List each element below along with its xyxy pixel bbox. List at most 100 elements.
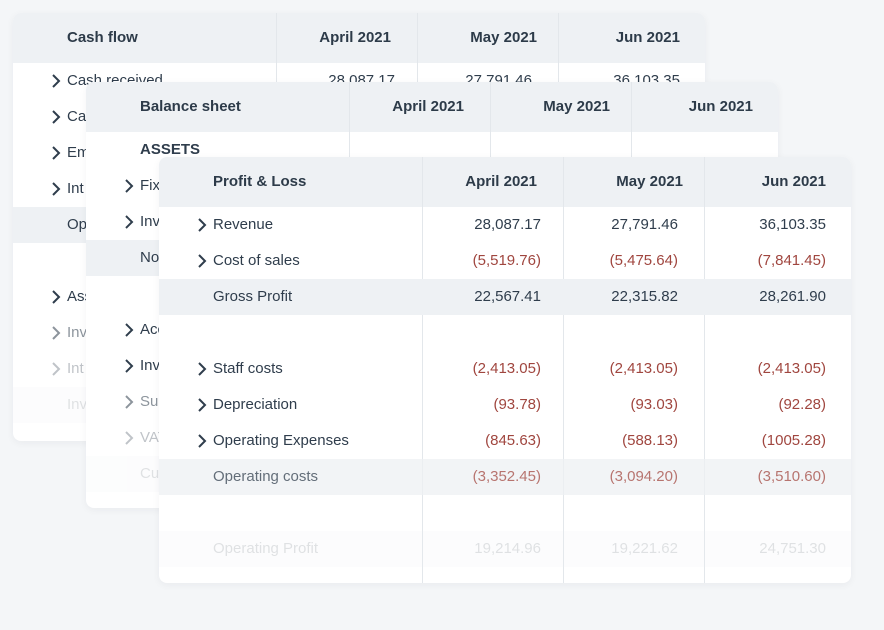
chevron-right-icon[interactable] — [122, 420, 136, 456]
cell-april: 19,214.96 — [474, 540, 541, 557]
chevron-right-icon[interactable] — [122, 204, 136, 240]
column-divider — [704, 157, 705, 583]
table-row[interactable]: Em — [13, 135, 705, 171]
profit-loss-header: Profit & Loss April 2021 May 2021 Jun 20… — [159, 157, 851, 207]
chevron-right-icon[interactable] — [195, 387, 209, 423]
row-label: Int — [67, 360, 84, 377]
row-label: Em — [67, 144, 90, 161]
row-label: Cost of sales — [213, 252, 300, 269]
table-row-operating-expenses[interactable]: Operating Expenses (845.63) (588.13) (10… — [159, 423, 851, 459]
cash-flow-header: Cash flow April 2021 May 2021 Jun 2021 — [13, 13, 705, 63]
row-label: Revenue — [213, 216, 274, 233]
cell-may: 27,791.46 — [611, 216, 678, 233]
cell-may: (2,413.05) — [609, 360, 678, 377]
chevron-right-icon[interactable] — [49, 171, 63, 207]
row-label: Acc — [140, 321, 166, 338]
row-label: Sur — [140, 393, 164, 410]
table-row[interactable]: Inv — [86, 204, 778, 240]
table-row-cost-of-sales[interactable]: Cost of sales (5,519.76) (5,475.64) (7,8… — [159, 243, 851, 279]
row-label: Int — [67, 180, 84, 197]
col-header-april: April 2021 — [465, 173, 537, 190]
chevron-right-icon[interactable] — [122, 312, 136, 348]
row-label: Operating Expenses — [213, 432, 349, 449]
table-row[interactable]: Int — [13, 171, 705, 207]
cell-may: (3,094.20) — [609, 468, 678, 485]
table-row-depreciation[interactable]: Depreciation (93.78) (93.03) (92.28) — [159, 387, 851, 423]
row-label: Gross Profit — [213, 288, 293, 305]
cell-jun: (1005.28) — [761, 432, 826, 449]
table-row: ASSETS — [86, 132, 778, 168]
col-header-jun: Jun 2021 — [761, 173, 826, 190]
col-header-may: May 2021 — [543, 98, 610, 115]
row-label: Inv — [67, 396, 88, 413]
row-label: Inv — [140, 213, 161, 230]
table-row-staff-costs[interactable]: Staff costs (2,413.05) (2,413.05) (2,413… — [159, 351, 851, 387]
cell-jun: (2,413.05) — [757, 360, 826, 377]
col-header-may: May 2021 — [470, 29, 537, 46]
chevron-right-icon[interactable] — [49, 135, 63, 171]
row-label: Inv — [140, 357, 161, 374]
table-row-operating-profit: Operating Profit 19,214.96 19,221.62 24,… — [159, 531, 851, 567]
cell-april: 28,087.17 — [474, 216, 541, 233]
chevron-right-icon[interactable] — [49, 99, 63, 135]
cell-may: (5,475.64) — [609, 252, 678, 269]
row-label: Fix — [140, 177, 160, 194]
row-label: Op — [67, 216, 88, 233]
table-row-revenue[interactable]: Revenue 28,087.17 27,791.46 36,103.35 — [159, 207, 851, 243]
table-row-operating-costs: Operating costs (3,352.45) (3,094.20) (3… — [159, 459, 851, 495]
chevron-right-icon[interactable] — [195, 351, 209, 387]
chevron-right-icon[interactable] — [49, 351, 63, 387]
cell-may: 19,221.62 — [611, 540, 678, 557]
column-divider — [422, 157, 423, 583]
cell-jun: 36,103.35 — [759, 216, 826, 233]
column-divider — [563, 157, 564, 583]
section-label-assets: ASSETS — [140, 141, 201, 158]
chevron-right-icon[interactable] — [122, 384, 136, 420]
cell-april: (3,352.45) — [472, 468, 541, 485]
cell-jun: (3,510.60) — [757, 468, 826, 485]
col-header-april: April 2021 — [319, 29, 391, 46]
chevron-right-icon[interactable] — [122, 348, 136, 384]
cell-may: (93.03) — [630, 396, 678, 413]
row-label: No — [140, 249, 160, 266]
cell-april: (845.63) — [485, 432, 541, 449]
row-label: Cu — [140, 465, 160, 482]
table-row[interactable]: Int — [13, 351, 705, 387]
cell-april: 22,567.41 — [474, 288, 541, 305]
profit-loss-card: Profit & Loss April 2021 May 2021 Jun 20… — [159, 157, 851, 583]
row-label: Depreciation — [213, 396, 298, 413]
table-row[interactable]: Inv — [13, 315, 705, 351]
cell-april: (2,413.05) — [472, 360, 541, 377]
row-label: Ca — [67, 108, 87, 125]
cell-jun: 24,751.30 — [759, 540, 826, 557]
cash-flow-title: Cash flow — [67, 29, 138, 46]
chevron-right-icon[interactable] — [195, 423, 209, 459]
chevron-right-icon[interactable] — [49, 63, 63, 99]
balance-sheet-title: Balance sheet — [140, 98, 241, 115]
table-row[interactable]: Sur — [86, 384, 778, 420]
table-row-gross-profit: Gross Profit 22,567.41 22,315.82 28,261.… — [159, 279, 851, 315]
table-row[interactable]: Fix — [86, 168, 778, 204]
chevron-right-icon[interactable] — [122, 168, 136, 204]
row-label: Operating costs — [213, 468, 319, 485]
chevron-right-icon[interactable] — [195, 243, 209, 279]
table-row[interactable]: Inv — [86, 348, 778, 384]
row-label: Staff costs — [213, 360, 283, 377]
col-header-may: May 2021 — [616, 173, 683, 190]
chevron-right-icon[interactable] — [49, 315, 63, 351]
cell-may: 22,315.82 — [611, 288, 678, 305]
cell-april: (93.78) — [493, 396, 541, 413]
col-header-jun: Jun 2021 — [688, 98, 753, 115]
row-label: Ass — [67, 288, 93, 305]
table-row[interactable]: Acc — [86, 312, 778, 348]
row-label: Operating Profit — [213, 540, 319, 557]
cell-jun: (7,841.45) — [757, 252, 826, 269]
table-row[interactable]: Ass — [13, 279, 705, 315]
cell-jun: 28,261.90 — [759, 288, 826, 305]
cell-april: (5,519.76) — [472, 252, 541, 269]
chevron-right-icon[interactable] — [195, 207, 209, 243]
table-row[interactable]: Ca — [13, 99, 705, 135]
profit-loss-title: Profit & Loss — [213, 173, 307, 190]
balance-sheet-header: Balance sheet April 2021 May 2021 Jun 20… — [86, 82, 778, 132]
chevron-right-icon[interactable] — [49, 279, 63, 315]
